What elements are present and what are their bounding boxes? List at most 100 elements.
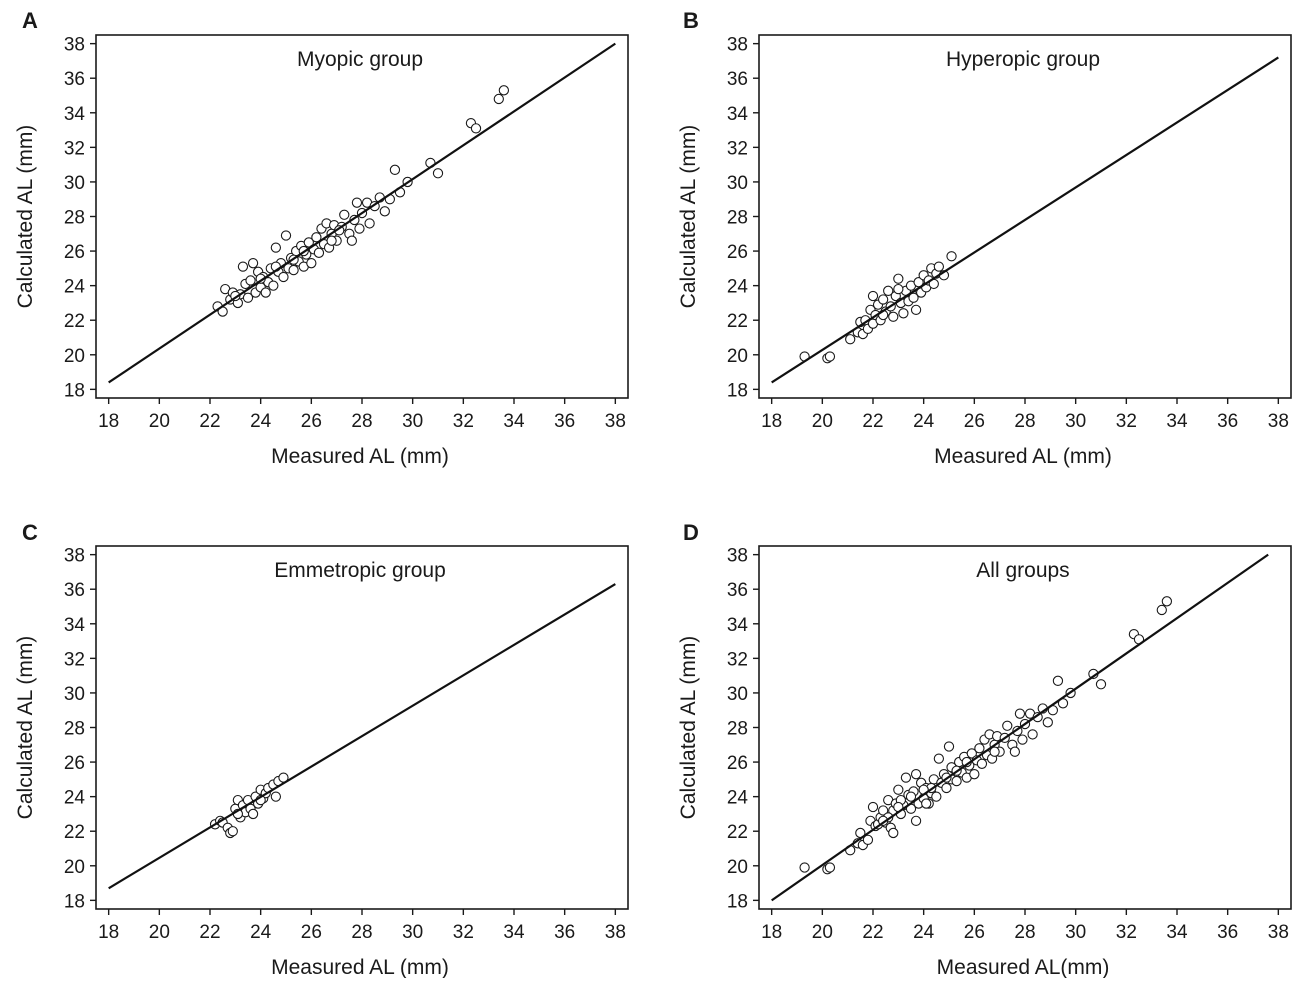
x-tick-label: 32 (453, 922, 474, 943)
panel-letter: D (683, 520, 699, 545)
plot-title: Hyperopic group (946, 48, 1100, 71)
scatter-point (432, 168, 444, 179)
scatter-point (288, 264, 299, 276)
x-tick-label: 26 (301, 411, 322, 432)
y-axis-title: Calculated AL (mm) (677, 125, 700, 309)
panel-letter: C (22, 520, 38, 545)
scatter-point (893, 784, 904, 795)
scatter-point (1161, 596, 1173, 607)
plot-frame (95, 545, 629, 910)
y-tick-label: 24 (727, 277, 749, 298)
scatter-point (354, 223, 365, 234)
scatter-point (941, 782, 952, 794)
scatter-point (946, 251, 957, 262)
scatter-point (888, 311, 899, 322)
regression-line (771, 56, 1279, 384)
y-tick-label: 22 (64, 311, 85, 332)
x-tick-label: 18 (761, 922, 782, 943)
x-axis-title: Measured AL (mm) (271, 956, 449, 978)
regression-line (771, 553, 1269, 902)
y-tick-label: 20 (64, 857, 85, 878)
x-tick-label: 18 (98, 922, 119, 943)
y-tick-label: 18 (64, 380, 85, 401)
panel-letter: B (683, 8, 699, 33)
y-tick-label: 18 (64, 891, 85, 912)
x-tick-label: 24 (913, 411, 935, 432)
y-axis-title: Calculated AL (mm) (14, 636, 37, 820)
x-tick-label: 20 (149, 922, 170, 943)
scatter-point (845, 334, 856, 345)
y-tick-label: 36 (64, 69, 85, 90)
y-tick-label: 32 (64, 138, 85, 159)
y-tick-label: 20 (727, 346, 748, 367)
scatter-point (933, 261, 945, 272)
y-axis-title: Calculated AL (mm) (677, 636, 700, 820)
y-tick-label: 36 (727, 69, 748, 90)
scatter-point (921, 798, 932, 809)
scatter-point (951, 775, 962, 787)
y-tick-label: 18 (727, 380, 748, 401)
x-tick-label: 38 (605, 922, 626, 943)
scatter-point (888, 827, 899, 839)
scatter-point (910, 815, 922, 826)
scatter-point (943, 741, 955, 752)
y-tick-label: 24 (727, 788, 749, 809)
chart-panel-b: B 18 20 22 24 26 28 30 32 34 36 38 18 20 22 24 26 28 30 32 3… (677, 8, 1292, 468)
scatter-point (913, 277, 924, 288)
scatter-point (893, 273, 904, 284)
scatter-point (306, 258, 317, 269)
scatter-point (270, 791, 282, 802)
y-tick-label: 30 (64, 684, 85, 705)
x-tick-label: 38 (605, 411, 626, 432)
scatter-point (270, 242, 282, 253)
y-tick-label: 34 (727, 615, 749, 636)
x-tick-label: 26 (301, 922, 322, 943)
scatter-point (1009, 746, 1021, 757)
scatter-point (379, 206, 390, 217)
scatter-point (824, 862, 836, 873)
scatter-point (799, 862, 810, 873)
scatter-point (974, 743, 985, 754)
x-tick-label: 28 (1014, 922, 1035, 943)
y-tick-label: 34 (64, 104, 86, 125)
scatter-point (898, 308, 909, 319)
x-tick-label: 36 (1217, 411, 1238, 432)
y-tick-label: 32 (727, 649, 748, 670)
y-tick-label: 26 (727, 753, 748, 774)
scatter-point (976, 758, 988, 769)
scatter-point (877, 805, 889, 816)
scatter-point (867, 801, 879, 813)
scatter-point (242, 292, 254, 303)
x-tick-label: 34 (1166, 922, 1188, 943)
y-tick-label: 24 (64, 788, 86, 809)
scatter-point (326, 235, 337, 246)
x-tick-label: 30 (402, 411, 423, 432)
x-tick-label: 34 (1166, 411, 1188, 432)
scatter-point (900, 772, 912, 783)
scatter-point (824, 351, 836, 362)
scatter-point (1027, 729, 1038, 740)
scatter-point (389, 164, 401, 175)
x-axis-title: Measured AL (mm) (934, 445, 1112, 468)
x-tick-label: 22 (862, 411, 883, 432)
scatter-point (313, 247, 325, 258)
scatter-point (339, 209, 350, 220)
x-tick-label: 28 (351, 922, 372, 943)
scatter-point (1052, 675, 1064, 686)
scatter-point (910, 304, 922, 315)
x-tick-label: 30 (1065, 411, 1086, 432)
x-axis-title: Measured AL(mm) (937, 956, 1110, 978)
y-tick-label: 28 (64, 208, 85, 229)
x-tick-label: 24 (913, 922, 935, 943)
y-tick-label: 36 (727, 580, 748, 601)
scatter-point (311, 232, 322, 243)
y-tick-label: 18 (727, 891, 748, 912)
x-tick-label: 30 (402, 922, 423, 943)
y-tick-label: 34 (64, 615, 86, 636)
scatter-point (227, 826, 238, 837)
y-axis-title: Calculated AL (mm) (14, 125, 37, 309)
y-tick-label: 30 (727, 684, 748, 705)
plot-title: Emmetropic group (274, 559, 446, 582)
x-tick-label: 28 (351, 411, 372, 432)
